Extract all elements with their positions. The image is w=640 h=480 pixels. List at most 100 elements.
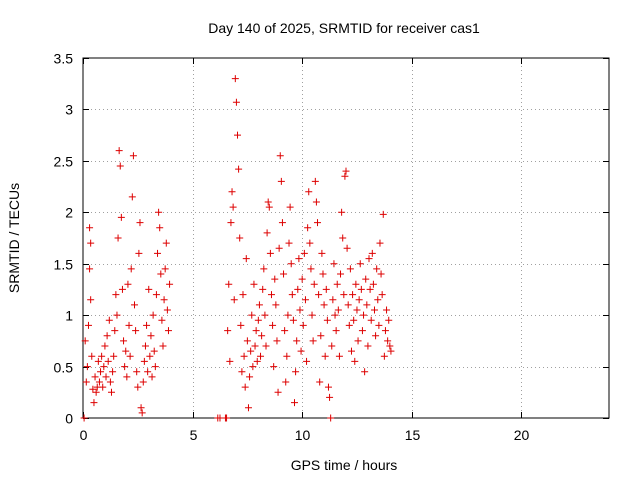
data-point	[285, 239, 293, 247]
data-point	[124, 280, 132, 288]
data-point	[278, 219, 286, 227]
data-point	[284, 311, 292, 319]
data-point	[234, 131, 242, 139]
data-point	[373, 265, 381, 273]
x-tick-label: 20	[514, 427, 530, 443]
data-point	[254, 316, 262, 324]
data-point	[303, 357, 311, 365]
data-point	[349, 291, 357, 299]
data-point	[160, 296, 168, 304]
data-point	[337, 270, 345, 278]
data-point	[132, 327, 140, 335]
data-point	[311, 177, 319, 185]
data-point	[301, 296, 309, 304]
data-point	[270, 363, 278, 371]
data-point	[236, 234, 244, 242]
data-point	[267, 291, 275, 299]
data-point	[157, 270, 165, 278]
data-point	[330, 260, 338, 268]
data-point	[155, 208, 163, 216]
data-point	[143, 321, 151, 329]
data-point	[333, 280, 341, 288]
data-point	[338, 208, 346, 216]
data-point	[352, 280, 360, 288]
data-point	[106, 378, 114, 386]
data-point	[252, 327, 260, 335]
data-point	[387, 347, 395, 355]
chart-title: Day 140 of 2025, SRMTID for receiver cas…	[208, 20, 480, 36]
data-point	[295, 255, 303, 263]
data-point	[140, 357, 148, 365]
data-point	[158, 316, 166, 324]
data-point	[375, 321, 383, 329]
y-tick-label: 2.5	[54, 154, 74, 170]
data-point	[324, 383, 332, 391]
data-point	[105, 316, 113, 324]
data-point	[128, 193, 136, 201]
data-point	[308, 311, 316, 319]
data-point	[264, 198, 272, 206]
x-tick-label: 15	[405, 427, 421, 443]
data-point	[318, 249, 326, 257]
data-point	[101, 342, 109, 350]
data-point	[289, 316, 297, 324]
data-point	[354, 337, 362, 345]
data-point	[86, 265, 94, 273]
data-point	[385, 316, 393, 324]
data-point	[164, 327, 172, 335]
data-point	[287, 260, 295, 268]
data-points	[80, 75, 395, 422]
data-point	[100, 363, 108, 371]
data-point	[263, 229, 271, 237]
data-point	[367, 316, 375, 324]
y-tick-label: 0	[65, 411, 73, 427]
data-point	[146, 352, 154, 360]
data-point	[346, 265, 354, 273]
data-point	[265, 203, 273, 211]
data-point	[154, 249, 162, 257]
data-point	[248, 311, 256, 319]
data-point	[343, 244, 351, 252]
data-point	[299, 321, 307, 329]
data-point	[276, 152, 284, 160]
data-point	[314, 219, 322, 227]
data-point	[159, 342, 167, 350]
data-point	[281, 327, 289, 335]
data-point	[292, 368, 300, 376]
data-point	[139, 378, 147, 386]
data-point	[381, 327, 389, 335]
data-point	[251, 342, 259, 350]
data-point	[228, 188, 236, 196]
data-point	[277, 177, 285, 185]
data-point	[340, 291, 348, 299]
data-point	[345, 321, 353, 329]
data-point	[368, 249, 376, 257]
data-point	[80, 414, 88, 422]
data-point	[361, 368, 369, 376]
data-point	[118, 285, 126, 293]
data-point	[255, 301, 263, 309]
data-point	[326, 393, 334, 401]
data-point	[315, 291, 323, 299]
data-point	[115, 147, 123, 155]
data-point	[280, 270, 288, 278]
data-point	[162, 239, 170, 247]
data-point	[378, 291, 386, 299]
data-point	[262, 342, 270, 350]
data-point	[237, 321, 245, 329]
data-point	[111, 327, 119, 335]
data-point	[227, 219, 235, 227]
data-point	[322, 285, 330, 293]
data-point	[305, 188, 313, 196]
data-point	[138, 409, 146, 417]
data-point	[259, 285, 267, 293]
data-point	[362, 275, 370, 283]
data-point	[384, 337, 392, 345]
data-point	[269, 321, 277, 329]
data-point	[98, 352, 106, 360]
data-point	[241, 383, 249, 391]
data-point	[99, 383, 107, 391]
data-point	[235, 165, 243, 173]
data-point	[316, 378, 324, 386]
y-tick-label: 0.5	[54, 360, 74, 376]
